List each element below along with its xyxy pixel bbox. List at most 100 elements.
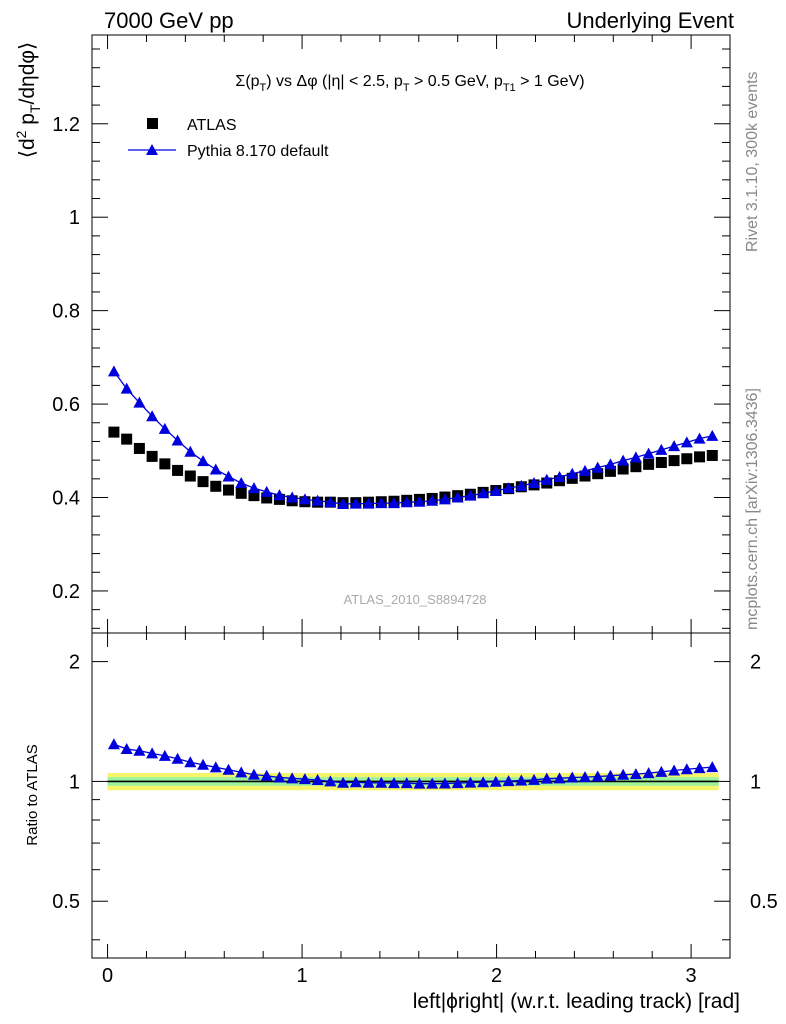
pythia-point xyxy=(400,496,413,508)
ratio-pythia-point xyxy=(362,776,375,788)
ratio-pythia-point xyxy=(438,777,451,789)
atlas-point xyxy=(579,470,591,482)
ratio-pythia-point xyxy=(349,776,362,788)
y-tick-label: 1 xyxy=(69,771,80,793)
pythia-point xyxy=(247,482,260,494)
pythia-point xyxy=(502,482,515,494)
pythia-point xyxy=(298,493,311,505)
pythia-point xyxy=(337,498,350,510)
ratio-pythia-point xyxy=(171,752,184,764)
pythia-point xyxy=(235,477,248,489)
ratio-pythia-point xyxy=(120,743,133,755)
pythia-point xyxy=(489,484,502,496)
ratio-pythia-point xyxy=(426,777,439,789)
ratio-pythia-point xyxy=(375,776,388,788)
legend-label-pythia: Pythia 8.170 default xyxy=(187,143,329,160)
ratio-pythia-point xyxy=(464,776,477,788)
pythia-point xyxy=(617,454,630,466)
x-axis-label: left|ϕright| (w.r.t. leading track) [rad… xyxy=(413,990,740,1013)
pythia-point xyxy=(311,494,324,506)
y-tick-label: 0.4 xyxy=(52,488,80,510)
pythia-point xyxy=(184,445,197,457)
atlas-point xyxy=(248,490,260,502)
pythia-point xyxy=(528,477,541,489)
atlas-point xyxy=(694,451,706,463)
y-tick-label-right: 1 xyxy=(750,771,761,793)
ratio-pythia-point xyxy=(286,772,299,784)
pythia-point xyxy=(158,422,171,434)
atlas-point xyxy=(668,455,680,467)
pythia-point xyxy=(107,365,120,377)
ratio-pythia-point xyxy=(400,777,413,789)
pythia-point xyxy=(286,491,299,503)
legend: ATLAS Pythia 8.170 default xyxy=(128,117,329,160)
ratio-pythia-point xyxy=(451,777,464,789)
legend-marker-pythia xyxy=(146,144,158,155)
ratio-pythia-point xyxy=(107,738,120,750)
pythia-point xyxy=(273,489,286,501)
pythia-point xyxy=(438,493,451,505)
ratio-pythia-point xyxy=(311,774,324,786)
pythia-point xyxy=(680,436,693,448)
y-tick-label: 2 xyxy=(69,652,80,674)
pythia-point xyxy=(209,463,222,475)
ratio-pythia-point xyxy=(655,765,668,777)
ratio-pythia-point xyxy=(528,773,541,785)
ratio-pythia-point xyxy=(209,761,222,773)
ratio-pythia-point xyxy=(629,768,642,780)
y-tick-label-right: 0.5 xyxy=(750,891,778,913)
atlas-point xyxy=(223,484,235,496)
y-tick-label: 0.2 xyxy=(52,581,80,603)
ratio-y-axis-label: Ratio to ATLAS xyxy=(24,744,41,845)
pythia-point xyxy=(260,485,273,497)
pythia-point xyxy=(413,495,426,507)
x-tick-label: 3 xyxy=(686,965,697,987)
y-tick-label: 1 xyxy=(69,207,80,229)
ratio-pythia-point xyxy=(591,770,604,782)
pythia-point xyxy=(133,396,146,408)
atlas-point xyxy=(655,456,667,468)
atlas-point xyxy=(172,464,184,476)
y-tick-label: 1.2 xyxy=(52,114,80,136)
ratio-pythia-point xyxy=(617,768,630,780)
pythia-point xyxy=(604,458,617,470)
header-right: Underlying Event xyxy=(566,8,734,33)
pythia-point xyxy=(349,497,362,509)
ratio-pythia-point xyxy=(553,772,566,784)
pythia-point xyxy=(387,497,400,509)
ratio-pythia-point xyxy=(387,777,400,789)
ratio-pythia-point xyxy=(222,763,235,775)
pythia-point xyxy=(693,432,706,444)
ratio-pythia-point xyxy=(578,771,591,783)
ratio-pythia-point xyxy=(133,744,146,756)
ratio-pythia-point xyxy=(260,769,273,781)
x-tick-label: 0 xyxy=(102,965,113,987)
ratio-pythia-point xyxy=(298,773,311,785)
pythia-point xyxy=(642,447,655,459)
atlas-point xyxy=(261,492,273,504)
pythia-point xyxy=(120,382,133,394)
legend-label-atlas: ATLAS xyxy=(187,117,237,134)
ratio-frame xyxy=(91,632,731,959)
pythia-point xyxy=(222,470,235,482)
y-tick-label-right: 2 xyxy=(750,652,761,674)
main-title: Σ(pT) vs Δφ (|η| < 2.5, pT > 0.5 GeV, pT… xyxy=(235,73,584,94)
ratio-pythia-point xyxy=(413,777,426,789)
pythia-point xyxy=(362,497,375,509)
ratio-pythia-point xyxy=(247,768,260,780)
atlas-point xyxy=(681,453,693,465)
atlas-point xyxy=(159,458,171,470)
pythia-point xyxy=(375,497,388,509)
ratio-pythia-point xyxy=(566,771,579,783)
y-tick-label: 0.6 xyxy=(52,394,80,416)
atlas-point xyxy=(133,442,145,454)
ratio-pythia-point xyxy=(146,747,159,759)
pythia-point xyxy=(171,434,184,446)
atlas-point xyxy=(121,433,133,445)
pythia-point xyxy=(706,429,719,441)
ratio-pythia-point xyxy=(693,762,706,774)
header-left: 7000 GeV pp xyxy=(104,8,234,33)
ratio-pythia-point xyxy=(706,761,719,773)
x-tick-label: 2 xyxy=(491,965,502,987)
